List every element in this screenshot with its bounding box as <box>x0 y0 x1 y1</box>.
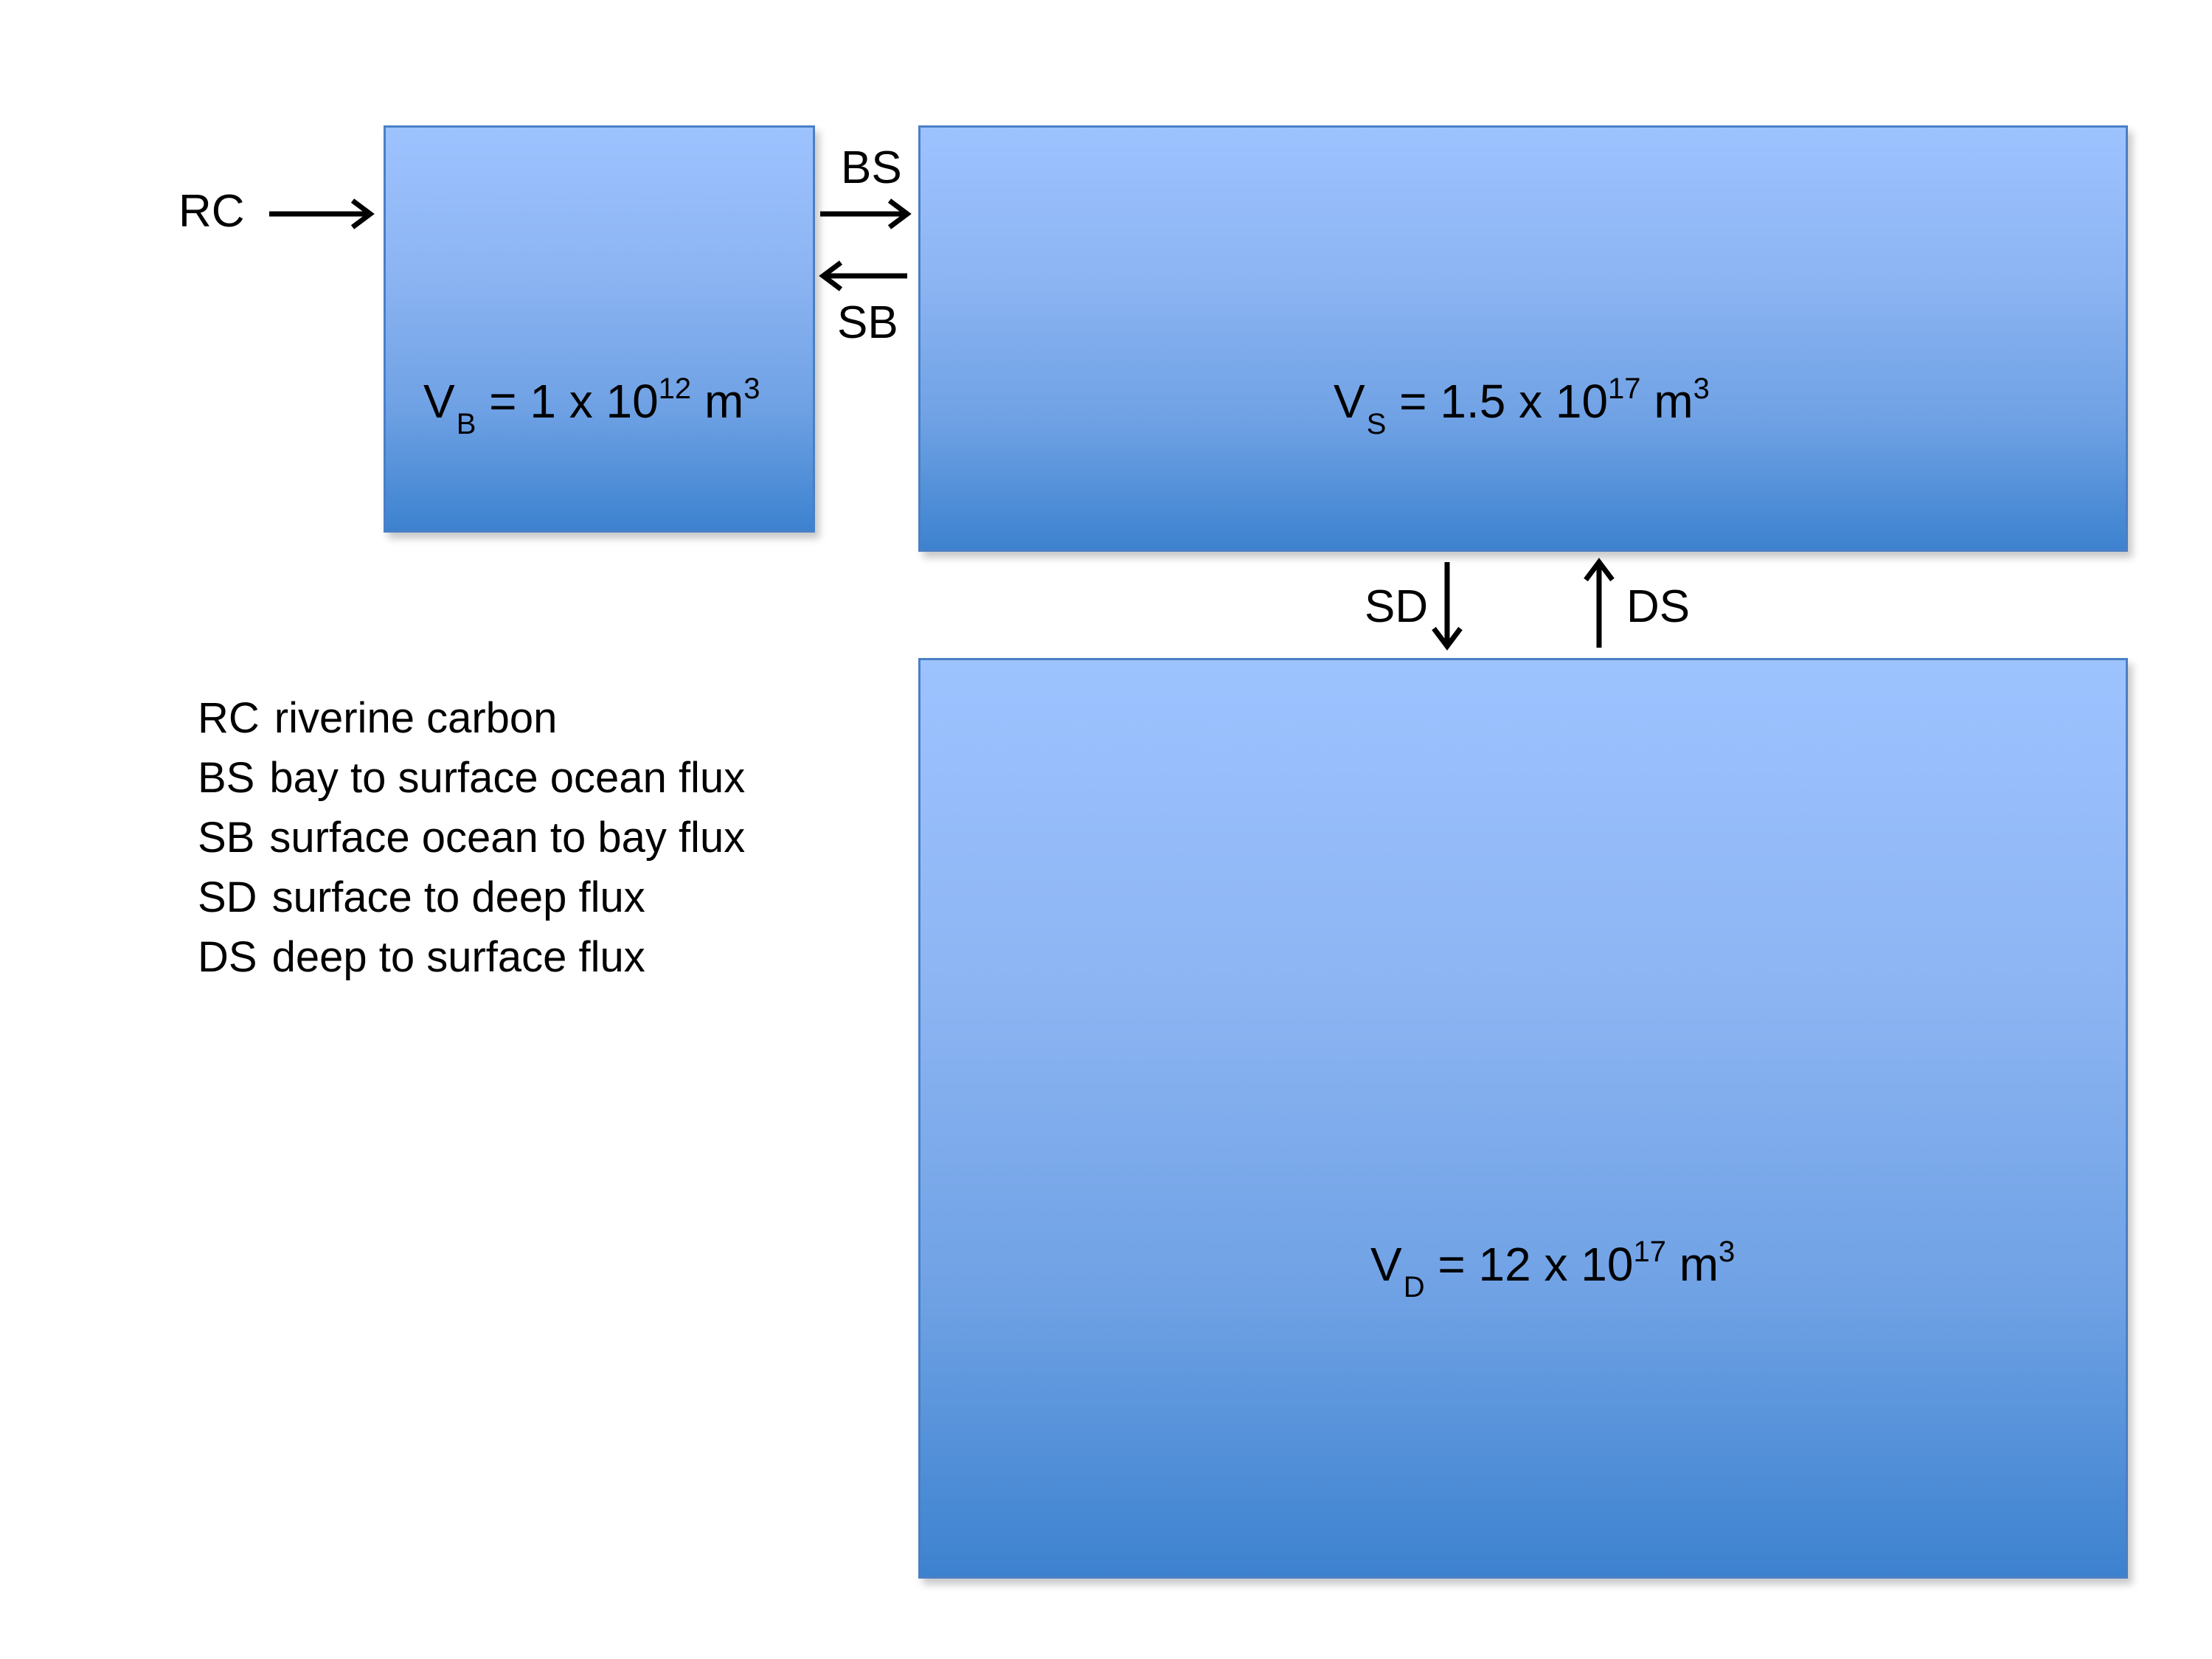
flux-legend: RC riverine carbon BS bay to surface ocean… <box>198 688 745 987</box>
bay-volume-subscript: B <box>456 408 476 440</box>
rc-arrow-icon <box>269 198 375 229</box>
sb-flux-label: SB <box>837 297 898 348</box>
bay-volume-value: = 1 x 10 <box>476 375 659 428</box>
surface-volume-label: VS = 1.5 x 1017 m3 <box>1334 374 1710 439</box>
legend-abbr: BS <box>198 754 255 802</box>
surface-volume-unit: m <box>1640 375 1693 428</box>
legend-item-sb: SB surface ocean to bay flux <box>198 808 745 867</box>
legend-item-bs: BS bay to surface ocean flux <box>198 748 745 808</box>
bay-volume-unit: m <box>691 375 744 428</box>
legend-text: bay to surface ocean flux <box>269 754 746 802</box>
ds-flux-label: DS <box>1626 581 1691 632</box>
sb-arrow-icon <box>819 260 907 291</box>
legend-abbr: SB <box>198 814 255 862</box>
bay-reservoir-box <box>384 125 815 533</box>
surface-ocean-reservoir-box <box>918 125 2128 552</box>
legend-item-sd: SD surface to deep flux <box>198 867 745 927</box>
bay-volume-label: VB = 1 x 1012 m3 <box>423 374 760 439</box>
surface-volume-exponent: 17 <box>1608 373 1641 405</box>
surface-volume-symbol: V <box>1334 375 1365 428</box>
ds-arrow-icon <box>1584 558 1615 648</box>
surface-volume-subscript: S <box>1366 408 1387 440</box>
deep-volume-symbol: V <box>1370 1238 1402 1291</box>
rc-flux-label: RC <box>178 186 245 237</box>
legend-text: riverine carbon <box>274 694 558 742</box>
deep-volume-subscript: D <box>1403 1271 1425 1303</box>
sd-arrow-icon <box>1432 562 1463 651</box>
legend-text: surface to deep flux <box>271 873 645 921</box>
bay-volume-symbol: V <box>423 375 455 428</box>
deep-volume-label: VD = 12 x 1017 m3 <box>1370 1237 1735 1302</box>
deep-volume-unit: m <box>1665 1238 1719 1291</box>
bay-volume-exponent: 12 <box>658 373 692 405</box>
legend-item-ds: DS deep to surface flux <box>198 927 745 987</box>
legend-text: surface ocean to bay flux <box>269 814 746 862</box>
legend-abbr: DS <box>198 933 257 981</box>
deep-volume-value: = 12 x 10 <box>1424 1238 1634 1291</box>
sd-flux-label: SD <box>1365 581 1429 632</box>
legend-abbr: RC <box>198 694 260 742</box>
surface-volume-unit-exponent: 3 <box>1693 373 1710 405</box>
deep-volume-exponent: 17 <box>1633 1236 1666 1268</box>
deep-volume-unit-exponent: 3 <box>1719 1236 1736 1268</box>
legend-text: deep to surface flux <box>271 933 645 981</box>
deep-ocean-reservoir-box <box>918 658 2128 1579</box>
bs-flux-label: BS <box>841 142 902 193</box>
legend-abbr: SD <box>198 873 257 921</box>
surface-volume-value: = 1.5 x 10 <box>1386 375 1609 428</box>
bs-arrow-icon <box>820 198 912 229</box>
legend-item-rc: RC riverine carbon <box>198 688 745 748</box>
bay-volume-unit-exponent: 3 <box>743 373 760 405</box>
